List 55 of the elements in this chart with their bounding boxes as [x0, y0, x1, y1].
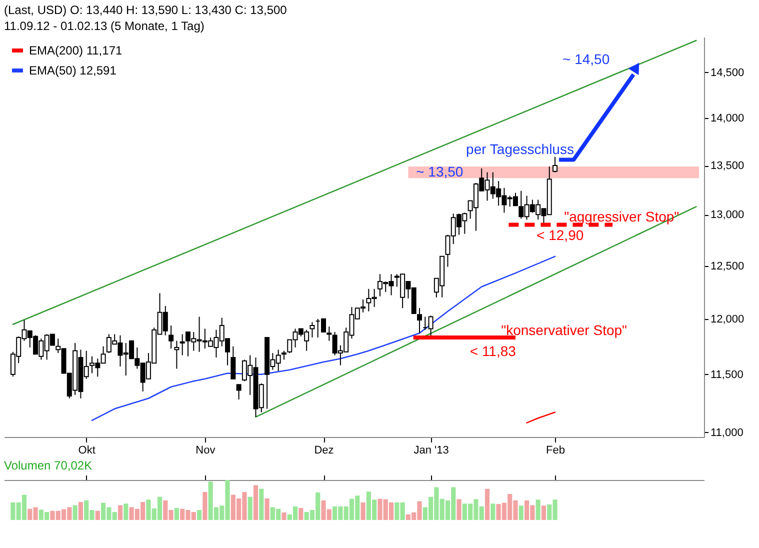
candlestick	[174, 340, 180, 370]
bar	[248, 496, 252, 520]
candlestick	[180, 334, 185, 356]
annotation: per Tagesschluss	[466, 141, 574, 158]
candlestick	[552, 156, 558, 173]
y-tick-label: 12,000	[710, 313, 744, 326]
y-tick-label: 11,000	[710, 426, 744, 439]
candlestick	[310, 322, 315, 338]
bar	[456, 499, 462, 520]
bar	[536, 500, 540, 520]
annotation: < 12,90	[536, 226, 584, 243]
y-tick-label: 14,000	[710, 112, 744, 125]
x-tick-label: Jan '13	[414, 444, 449, 456]
annotation: "aggressiver Stop"	[564, 208, 680, 225]
annotation: "konservativer Stop"	[501, 322, 628, 338]
bar	[518, 506, 524, 520]
x-tick-label: Feb	[546, 444, 565, 456]
legend-label: EMA(200) 11,171	[29, 44, 122, 58]
candlestick	[236, 384, 242, 400]
x-tick-label: Dez	[314, 444, 334, 456]
y-tick-label: 13,000	[710, 209, 744, 222]
chart-subtitle: 11.09.12 - 01.02.13 (5 Monate, 1 Tag)	[4, 19, 204, 33]
candlestick	[230, 346, 236, 380]
y-tick-label: 14,500	[710, 66, 744, 79]
bar	[124, 504, 128, 520]
bar	[541, 506, 546, 520]
legend-label: EMA(50) 12,591	[29, 64, 117, 78]
candlestick	[417, 308, 422, 334]
bar	[264, 498, 270, 520]
y-tick-label: 11,500	[710, 368, 744, 381]
bar	[253, 485, 258, 520]
y-tick-label: 13,500	[710, 160, 744, 172]
band-label: ~ 13,50	[416, 163, 464, 180]
chart-title: Volumen 70,02K	[4, 458, 92, 472]
annotation: < 11,83	[470, 342, 516, 359]
chart-title: (Last, USD) O: 13,440 H: 13,590 L: 13,430 C: 13,500	[4, 3, 288, 17]
bar	[72, 505, 78, 520]
y-tick-label: 12,500	[710, 260, 744, 272]
candlestick	[326, 326, 332, 342]
annotation: ~ 14,50	[562, 50, 610, 67]
candlestick	[168, 324, 174, 350]
x-tick-label: Nov	[196, 444, 216, 456]
bar	[118, 505, 123, 520]
bar	[202, 492, 208, 520]
bar	[484, 488, 490, 520]
bar	[490, 504, 496, 520]
bar	[174, 508, 179, 520]
bar	[360, 502, 366, 520]
bar	[78, 502, 84, 520]
bar	[282, 512, 286, 520]
x-tick-label: Okt	[78, 444, 96, 456]
bar	[95, 510, 100, 520]
bar	[196, 510, 202, 520]
bar	[259, 488, 264, 520]
bar	[298, 508, 304, 520]
